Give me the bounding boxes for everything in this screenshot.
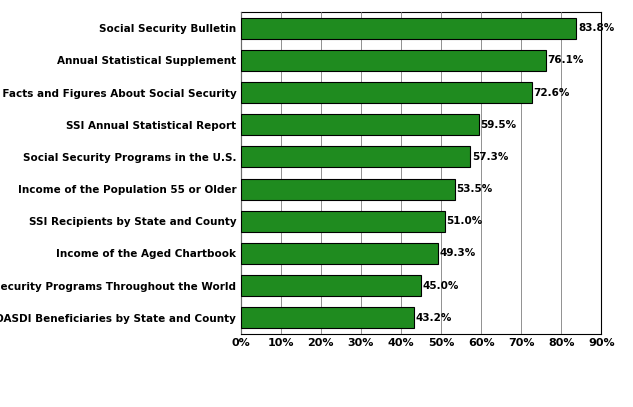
Text: 83.8%: 83.8% (578, 23, 615, 33)
Bar (241, 147, 470, 167)
Text: 49.3%: 49.3% (440, 248, 476, 258)
Text: 72.6%: 72.6% (533, 88, 570, 98)
Text: 57.3%: 57.3% (472, 152, 508, 162)
Text: 76.1%: 76.1% (547, 55, 584, 66)
Bar (241, 211, 445, 232)
Bar (241, 114, 479, 135)
Bar (241, 243, 438, 264)
Text: 59.5%: 59.5% (480, 120, 517, 130)
Text: 53.5%: 53.5% (456, 184, 493, 194)
Bar (241, 50, 546, 71)
Bar (241, 18, 577, 39)
Bar (241, 275, 421, 296)
Bar (241, 179, 455, 199)
Text: 45.0%: 45.0% (423, 280, 459, 291)
Text: 43.2%: 43.2% (415, 313, 452, 323)
Bar (241, 82, 532, 103)
Bar (241, 307, 414, 328)
Text: 51.0%: 51.0% (447, 216, 483, 226)
